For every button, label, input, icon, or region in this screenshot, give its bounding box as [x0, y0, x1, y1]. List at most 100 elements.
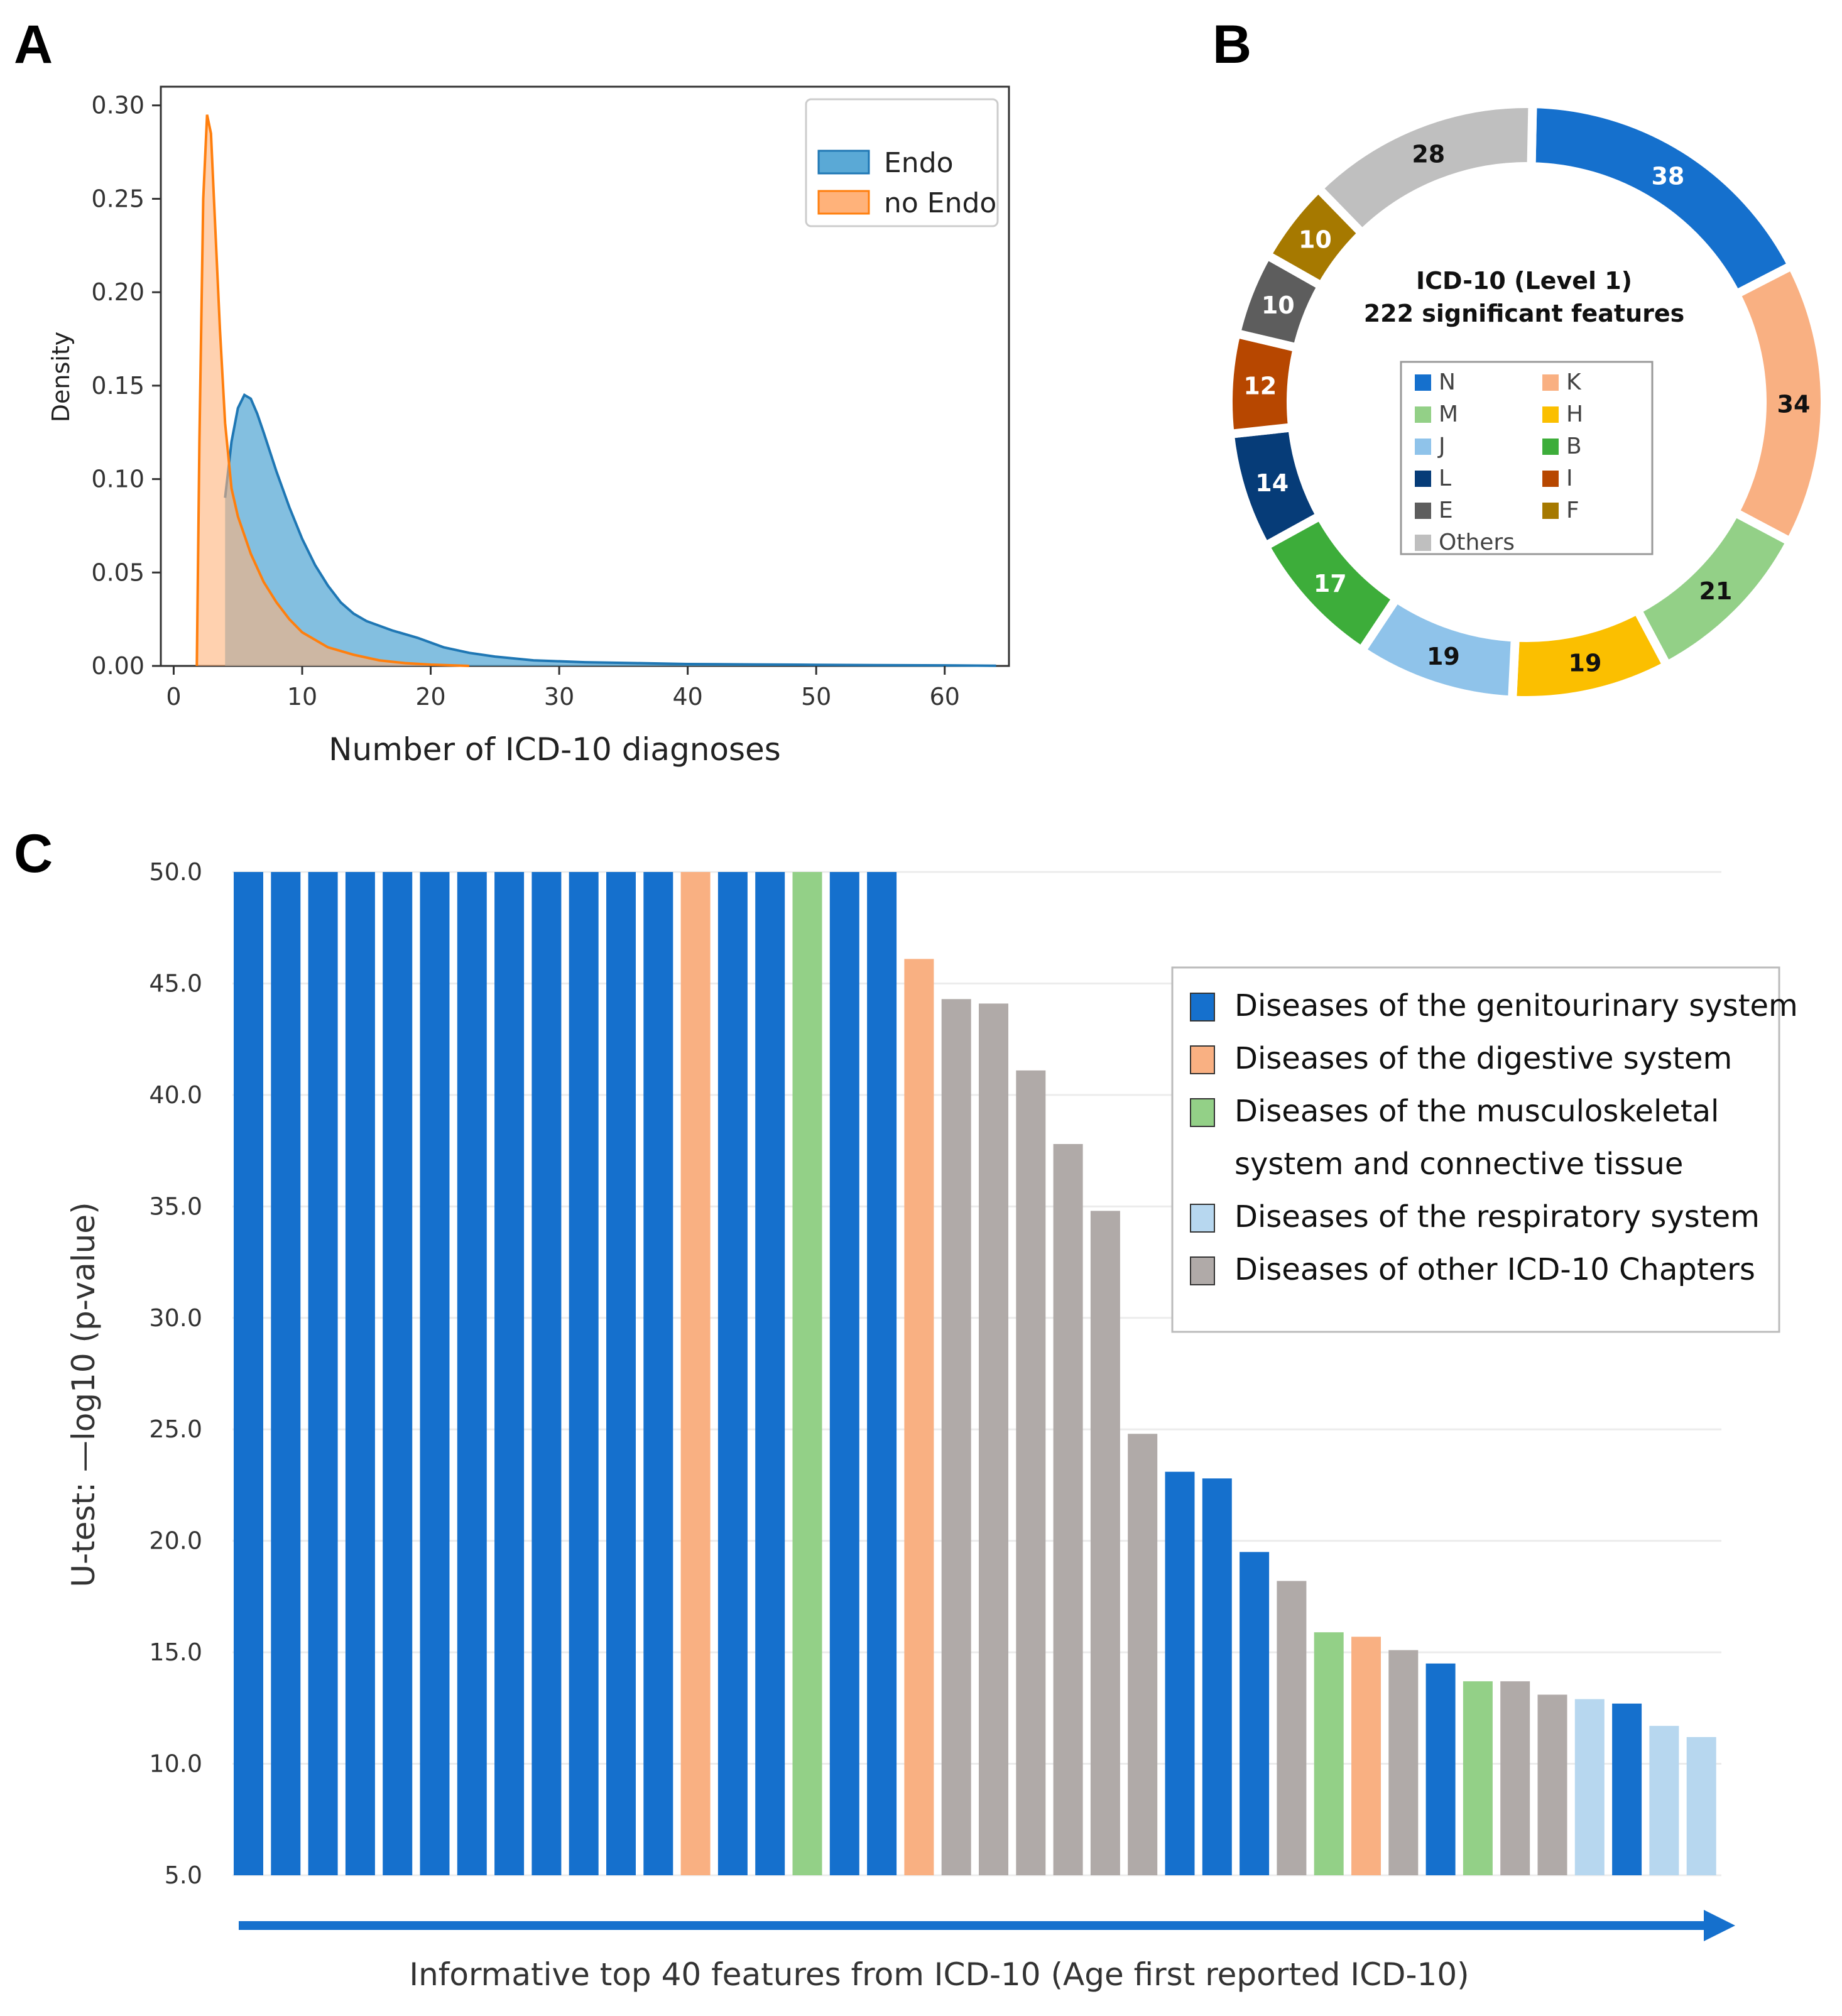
legend-label-f: F	[1566, 498, 1579, 523]
legend-swatch-endo	[817, 150, 870, 175]
legend-label-endo: Endo	[884, 147, 954, 179]
bar-other	[941, 999, 971, 1875]
donut-legend-box	[1400, 361, 1654, 555]
y-tick-label: 30.0	[149, 1304, 202, 1332]
y-tick-label: 0.15	[91, 372, 144, 400]
density-area-no-endo	[197, 114, 469, 667]
bars	[234, 872, 1716, 1875]
density-line-no-endo	[195, 114, 469, 667]
y-tick-label: 35.0	[149, 1192, 202, 1220]
donut-value-label: 12	[1243, 373, 1277, 400]
legend-label-musculo: system and connective tissue	[1234, 1147, 1683, 1182]
bar-genito	[829, 872, 859, 1875]
donut-value-label: 19	[1427, 643, 1460, 670]
legend-label-other: Diseases of other ICD-10 Chapters	[1234, 1252, 1755, 1287]
legend-swatch-l	[1415, 471, 1431, 487]
legend-swatch-j	[1415, 439, 1431, 455]
panel-label-c: C	[14, 824, 53, 884]
y-tick-label: 0.10	[91, 466, 144, 493]
panel-label-a: A	[14, 14, 53, 75]
legend-label-genito: Diseases of the genitourinary system	[1234, 988, 1798, 1023]
bar-digestive	[1351, 1637, 1381, 1875]
legend-label-musculo: Diseases of the musculoskeletal	[1234, 1094, 1719, 1129]
x-axis-label: Informative top 40 features from ICD-10 …	[409, 1956, 1469, 1993]
x-tick-label: 10	[287, 683, 317, 711]
bar-digestive	[680, 872, 711, 1875]
y-tick-label: 45.0	[149, 969, 202, 997]
bar-genito	[345, 872, 375, 1875]
bar-genito	[643, 872, 673, 1875]
bar-other	[1388, 1650, 1419, 1875]
y-tick-label: 40.0	[149, 1081, 202, 1109]
y-tick-label: 0.00	[91, 652, 144, 680]
bar-other	[979, 1003, 1008, 1875]
bar-genito	[1425, 1663, 1456, 1875]
donut-value-label: 34	[1777, 391, 1811, 418]
y-tick-label: 10.0	[149, 1750, 202, 1778]
legend-label-m: M	[1439, 401, 1458, 427]
density-plot: 0 10 20 30 40 50 60 0.000.050.100.150.200.250.…	[47, 85, 1010, 768]
bar-genito	[271, 872, 301, 1875]
legend: Endo no Endo	[805, 98, 999, 227]
bar-musculo	[792, 872, 822, 1875]
bar-genito	[1202, 1478, 1232, 1875]
legend-swatch-no-endo	[817, 190, 870, 215]
bar-genito	[569, 872, 599, 1875]
bar-genito	[1612, 1703, 1642, 1875]
legend-swatch-i	[1542, 471, 1559, 487]
legend-label-k: K	[1566, 369, 1582, 395]
y-axis-label: Density	[47, 332, 75, 422]
bar-other	[1128, 1434, 1158, 1875]
legend-swatch-genito	[1190, 993, 1215, 1022]
donut-value-label: 17	[1314, 570, 1347, 597]
bar-genito	[1240, 1552, 1270, 1875]
legend-swatch-others	[1415, 535, 1431, 551]
y-tick-label: 15.0	[149, 1638, 202, 1666]
legend-label-no-endo: no Endo	[884, 187, 996, 219]
x-tick-label: 0	[166, 683, 181, 711]
bar-other	[1500, 1681, 1530, 1875]
legend-swatch-f	[1542, 503, 1559, 519]
density-line-endo	[224, 393, 996, 667]
legend-label-others: Others	[1439, 530, 1515, 555]
density-areas	[195, 114, 996, 667]
arrow-head-icon	[1704, 1910, 1735, 1941]
donut-slice-labels: 38 34 21 19 19 17 14 12 10 10 28	[1243, 141, 1810, 677]
y-tick-label: 0.30	[91, 92, 144, 119]
bar-genito	[867, 872, 897, 1875]
bar-other	[1016, 1070, 1046, 1875]
x-tick-label: 40	[672, 683, 702, 711]
bar-other	[1537, 1694, 1567, 1875]
y-tick-label: 50.0	[149, 858, 202, 886]
legend-swatch-h	[1542, 406, 1559, 423]
x-tick-label: 30	[544, 683, 574, 711]
donut-value-label: 10	[1299, 226, 1332, 254]
donut-value-label: 19	[1569, 650, 1602, 677]
y-tick-label: 5.0	[165, 1861, 202, 1889]
legend-label-h: H	[1566, 401, 1583, 427]
legend-swatch-other	[1190, 1256, 1215, 1285]
y-tick-label: 20.0	[149, 1527, 202, 1555]
y-axis-ticks: 0.00 0.05 0.10 0.15 0.20 0.25 0.30	[91, 92, 161, 680]
legend-label-i: I	[1566, 466, 1573, 491]
x-tick-label: 50	[801, 683, 831, 711]
legend-swatch-m	[1415, 406, 1431, 423]
y-tick-label: 0.20	[91, 278, 144, 306]
bar-genito	[606, 872, 636, 1875]
donut-slices	[1224, 99, 1829, 705]
legend-label-e: E	[1439, 498, 1453, 523]
bar-genito	[717, 872, 748, 1875]
legend-swatch-digestive	[1190, 1045, 1215, 1074]
x-tick-label: 20	[415, 683, 445, 711]
bar-genito	[383, 872, 413, 1875]
bar-legend-items: Diseases of the genitourinary system Dise…	[1190, 988, 1798, 1287]
bar-respiratory	[1649, 1726, 1679, 1875]
bar-genito	[420, 872, 450, 1875]
donut-slice-n	[1527, 99, 1798, 300]
density-area-endo	[225, 395, 996, 666]
y-axis-label: U-test: —log10 (p-value)	[65, 1202, 102, 1587]
